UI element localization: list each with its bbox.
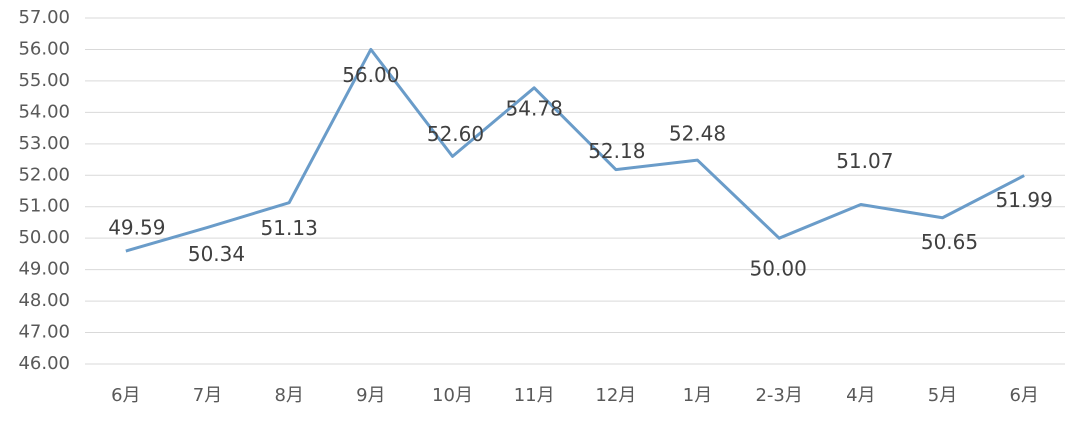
y-tick-label: 50.00 xyxy=(18,227,70,248)
y-tick-label: 48.00 xyxy=(18,290,70,311)
data-label: 54.78 xyxy=(506,96,563,120)
x-tick-label: 11月 xyxy=(514,385,555,406)
y-tick-label: 47.00 xyxy=(18,322,70,343)
y-tick-label: 56.00 xyxy=(18,38,70,59)
data-label: 50.34 xyxy=(188,242,245,266)
x-tick-label: 5月 xyxy=(928,385,957,406)
x-tick-label: 4月 xyxy=(846,385,875,406)
data-label: 52.18 xyxy=(588,139,645,163)
x-tick-label: 12月 xyxy=(595,385,636,406)
x-tick-label: 10月 xyxy=(432,385,473,406)
data-label: 52.60 xyxy=(427,122,484,146)
x-tick-label: 9月 xyxy=(356,385,385,406)
y-tick-label: 49.00 xyxy=(18,259,70,280)
y-tick-label: 53.00 xyxy=(18,133,70,154)
x-tick-label: 8月 xyxy=(274,385,303,406)
y-tick-label: 51.00 xyxy=(18,196,70,217)
data-label: 49.59 xyxy=(108,216,165,240)
data-line xyxy=(125,47,1025,253)
x-tick-label: 7月 xyxy=(193,385,222,406)
data-label: 52.48 xyxy=(669,122,726,146)
x-tick-label: 6月 xyxy=(111,385,140,406)
x-tick-label: 1月 xyxy=(683,385,712,406)
y-tick-label: 46.00 xyxy=(18,353,70,374)
data-label: 51.99 xyxy=(996,188,1053,212)
data-label: 51.13 xyxy=(261,216,318,240)
data-label: 51.07 xyxy=(836,149,893,173)
y-tick-label: 54.00 xyxy=(18,101,70,122)
data-label: 56.00 xyxy=(342,63,399,87)
data-label: 50.65 xyxy=(921,230,978,254)
x-tick-label: 2-3月 xyxy=(755,385,802,406)
y-tick-label: 57.00 xyxy=(18,7,70,28)
x-tick-label: 6月 xyxy=(1009,385,1038,406)
data-label: 50.00 xyxy=(750,257,807,281)
y-tick-label: 52.00 xyxy=(18,164,70,185)
y-tick-label: 55.00 xyxy=(18,70,70,91)
